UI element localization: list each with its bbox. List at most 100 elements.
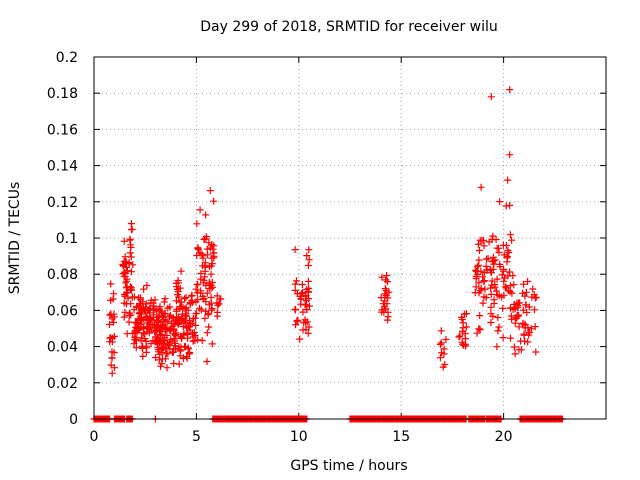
data-point: [210, 197, 218, 205]
data-point: [293, 316, 301, 324]
data-point: [296, 292, 304, 300]
data-point: [174, 320, 182, 328]
data-point: [161, 337, 169, 344]
data-point: [500, 277, 508, 285]
data-point: [504, 287, 512, 294]
data-point: [132, 344, 140, 352]
data-point: [524, 278, 532, 285]
data-point: [193, 309, 200, 317]
data-point: [106, 338, 114, 346]
data-point: [110, 318, 117, 326]
data-point: [475, 279, 483, 287]
data-point: [179, 310, 186, 318]
data-point: [120, 313, 128, 321]
data-point: [108, 369, 116, 377]
data-point: [193, 280, 201, 288]
data-point: [127, 253, 135, 261]
data-point: [304, 277, 312, 285]
y-tick-label: 0.14: [47, 159, 78, 175]
data-point: [140, 285, 148, 293]
data-point: [162, 317, 170, 325]
data-point: [173, 313, 181, 321]
data-point: [506, 151, 514, 159]
data-point: [480, 277, 488, 285]
data-point: [106, 321, 113, 328]
data-point: [127, 220, 135, 228]
data-point: [490, 257, 497, 265]
data-point: [197, 306, 205, 314]
data-point: [139, 352, 147, 360]
data-point: [494, 314, 502, 321]
data-point: [108, 315, 116, 323]
data-point: [506, 288, 514, 296]
data-point: [110, 310, 118, 318]
y-tick-label: 0: [69, 412, 78, 428]
data-point: [151, 296, 159, 304]
y-tick-label: 0.04: [47, 340, 78, 356]
data-point: [440, 345, 448, 353]
data-point: [135, 294, 143, 302]
data-point: [442, 336, 450, 343]
data-point: [121, 253, 129, 261]
data-point: [527, 325, 535, 333]
x-tick-label: 5: [192, 429, 201, 445]
data-point: [205, 278, 213, 286]
data-point: [382, 287, 390, 295]
data-point: [186, 299, 194, 307]
data-point: [500, 251, 508, 259]
data-point: [487, 319, 495, 326]
data-point: [154, 346, 162, 354]
data-point: [141, 335, 149, 343]
data-point: [126, 249, 134, 257]
data-point: [491, 281, 499, 289]
plot-frame: [93, 56, 607, 420]
data-point: [296, 335, 304, 343]
data-point: [197, 275, 205, 283]
data-point: [505, 249, 513, 256]
data-point: [202, 307, 210, 315]
data-point: [530, 291, 538, 299]
data-point: [155, 356, 163, 364]
data-point: [437, 327, 445, 335]
data-point: [521, 337, 529, 345]
data-point: [181, 295, 189, 303]
data-point: [137, 316, 145, 324]
data-point: [504, 176, 512, 184]
data-point: [471, 266, 479, 274]
data-point: [522, 288, 530, 296]
data-point: [169, 314, 177, 322]
data-point: [106, 311, 114, 319]
data-point: [506, 201, 514, 209]
data-point: [120, 237, 128, 245]
data-point: [493, 275, 501, 283]
data-point: [194, 244, 202, 252]
data-point: [532, 348, 540, 356]
data-point: [161, 295, 169, 303]
data-point: [305, 246, 313, 254]
data-point: [123, 263, 130, 271]
data-point: [515, 323, 523, 331]
data-point: [495, 323, 503, 331]
x-tick-label: 15: [392, 429, 410, 445]
data-point: [500, 267, 507, 275]
data-point: [206, 187, 214, 195]
data-point: [510, 343, 518, 351]
data-point: [157, 307, 165, 315]
data-point: [300, 319, 308, 327]
data-point: [158, 349, 166, 356]
data-point: [208, 306, 216, 314]
data-point: [500, 291, 508, 299]
data-point: [123, 275, 131, 283]
y-tick-label: 0.08: [47, 267, 78, 283]
data-point: [174, 285, 181, 293]
data-point: [511, 305, 519, 313]
data-point: [130, 293, 138, 301]
data-point: [203, 289, 211, 297]
data-point: [124, 294, 132, 302]
data-point: [455, 333, 463, 341]
data-point: [191, 314, 199, 322]
data-point: [189, 333, 197, 341]
data-point: [304, 288, 312, 296]
data-point: [173, 316, 181, 324]
data-point: [181, 318, 189, 326]
